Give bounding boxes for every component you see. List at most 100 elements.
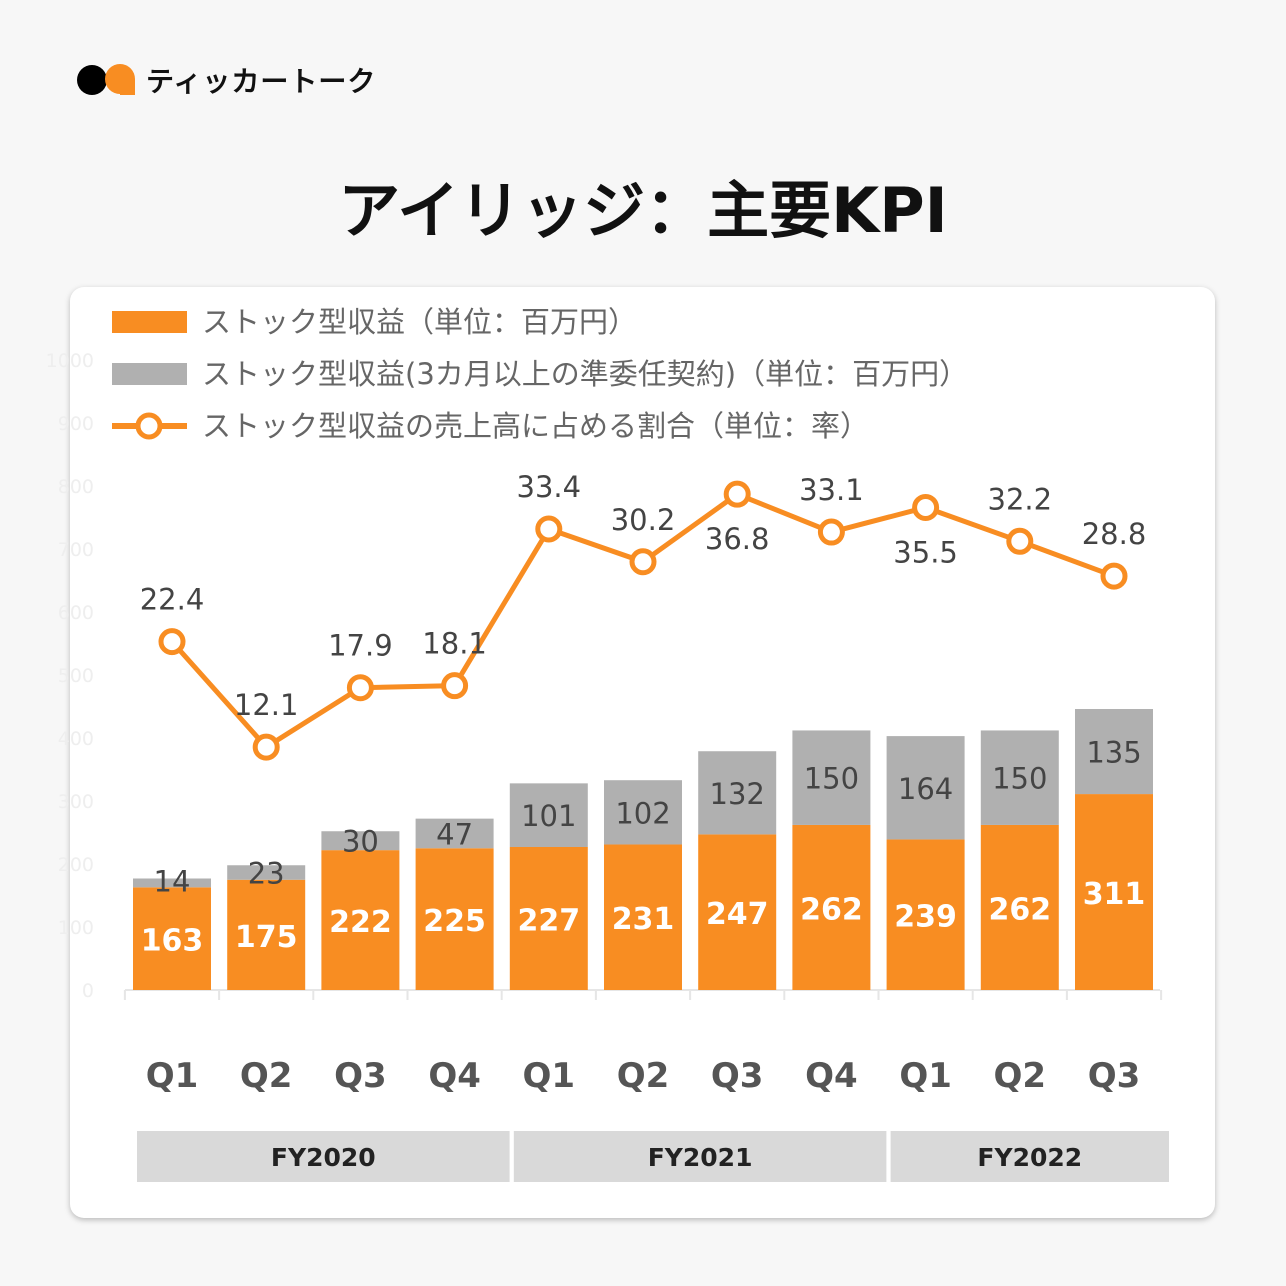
brand-name: ティッカートーク — [146, 65, 377, 98]
ratio-point — [629, 548, 657, 576]
fiscal-year-box — [890, 1131, 1169, 1182]
ratio-label: 33.1 — [799, 473, 864, 507]
bar-label-stock-revenue-contract: 164 — [898, 772, 953, 806]
ratio-point — [817, 518, 845, 546]
bar-stock-revenue — [980, 824, 1059, 990]
y-tick-label: 700 — [58, 539, 94, 561]
legend-swatch-ratio-point — [135, 412, 163, 440]
bar-label-stock-revenue-contract: 47 — [436, 817, 473, 851]
y-tick-label: 900 — [58, 413, 94, 435]
bar-label-stock-revenue: 163 — [141, 924, 204, 959]
y-tick-label: 400 — [58, 728, 94, 750]
fiscal-year-box — [513, 1131, 887, 1182]
ratio-label: 32.2 — [988, 482, 1053, 516]
x-tick-label: Q2 — [994, 1056, 1047, 1096]
ratio-label: 12.1 — [234, 688, 299, 722]
ratio-label: 17.9 — [328, 629, 393, 663]
bar-stock-revenue — [698, 834, 777, 990]
y-tick-label: 600 — [58, 602, 94, 624]
brand-logo: ティッカートーク — [76, 60, 376, 100]
ratio-point — [535, 515, 563, 543]
legend-label: ストック型収益(3カ月以上の準委任契約)（単位：百万円） — [202, 357, 968, 391]
y-tick-label: 800 — [58, 476, 94, 498]
bar-label-stock-revenue-contract: 102 — [615, 796, 670, 830]
bar-label-stock-revenue-contract: 150 — [992, 762, 1047, 796]
ratio-label: 30.2 — [611, 503, 676, 537]
bar-stock-revenue — [133, 887, 211, 990]
bar-label-stock-revenue-contract: 30 — [342, 825, 379, 859]
bar-label-stock-revenue: 175 — [235, 920, 298, 955]
x-tick-label: Q1 — [146, 1056, 199, 1096]
bar-label-stock-revenue-contract: 23 — [248, 857, 285, 891]
ratio-point — [158, 628, 186, 656]
bar-stock-revenue-contract — [886, 736, 965, 840]
ratio-label: 28.8 — [1082, 517, 1147, 551]
bar-stock-revenue — [1075, 794, 1153, 990]
logo-icon — [77, 64, 135, 95]
y-tick-label: 300 — [58, 791, 94, 813]
fiscal-year-label: FY2021 — [648, 1143, 753, 1172]
x-tick-label: Q4 — [805, 1056, 858, 1096]
bar-stock-revenue — [604, 844, 682, 990]
bar-stock-revenue — [886, 839, 965, 990]
ratio-point — [252, 733, 280, 761]
x-tick-label: Q3 — [334, 1056, 387, 1096]
bar-label-stock-revenue: 222 — [329, 905, 392, 940]
bar-label-stock-revenue-contract: 150 — [804, 762, 859, 796]
bar-stock-revenue-contract — [604, 780, 682, 845]
bar-label-stock-revenue-contract: 132 — [710, 777, 765, 811]
bar-label-stock-revenue-contract: 101 — [521, 799, 576, 833]
ratio-point — [912, 493, 940, 521]
ratio-point — [723, 480, 751, 508]
ratio-label: 22.4 — [140, 583, 205, 617]
bar-stock-revenue — [415, 848, 494, 990]
ratio-label: 18.1 — [422, 627, 487, 661]
bar-label-stock-revenue: 231 — [612, 902, 675, 937]
x-tick-label: Q4 — [428, 1056, 481, 1096]
x-tick-label: Q1 — [899, 1056, 952, 1096]
fiscal-year-box — [137, 1131, 510, 1182]
fiscal-year-label: FY2022 — [977, 1143, 1082, 1172]
y-tick-label: 100 — [58, 917, 94, 939]
bar-stock-revenue-contract — [1075, 709, 1153, 795]
bar-stock-revenue-contract — [792, 730, 871, 825]
bar-label-stock-revenue: 262 — [988, 892, 1051, 927]
y-tick-label: 200 — [58, 854, 94, 876]
ratio-label: 35.5 — [893, 535, 958, 569]
y-tick-label: 1000 — [46, 350, 94, 372]
bar-label-stock-revenue: 247 — [706, 897, 769, 932]
ratio-point — [346, 674, 374, 702]
bar-stock-revenue — [509, 846, 588, 990]
y-tick-label: 500 — [58, 665, 94, 687]
x-tick-label: Q2 — [617, 1056, 670, 1096]
bar-label-stock-revenue: 239 — [894, 900, 957, 935]
x-tick-label: Q3 — [711, 1056, 764, 1096]
legend-swatch-stock-revenue — [112, 311, 187, 333]
bar-stock-revenue-contract — [415, 818, 494, 849]
ratio-label: 33.4 — [517, 470, 582, 504]
ratio-label: 36.8 — [705, 522, 770, 556]
bar-stock-revenue-contract — [509, 783, 588, 847]
y-tick-label: 0 — [82, 980, 94, 1002]
bar-stock-revenue — [321, 850, 400, 990]
x-tick-label: Q3 — [1088, 1056, 1141, 1096]
x-tick-label: Q1 — [523, 1056, 576, 1096]
bar-stock-revenue-contract — [698, 751, 777, 835]
bar-label-stock-revenue: 311 — [1083, 877, 1146, 912]
bar-stock-revenue — [227, 879, 306, 990]
legend-swatch-stock-revenue-contract — [112, 363, 187, 385]
bar-label-stock-revenue-contract: 135 — [1086, 736, 1141, 770]
x-tick-label: Q2 — [240, 1056, 293, 1096]
ratio-point — [1006, 527, 1034, 555]
bar-label-stock-revenue: 262 — [800, 892, 863, 927]
legend-label: ストック型収益（単位：百万円） — [202, 305, 637, 339]
bar-stock-revenue-contract — [133, 878, 211, 888]
bar-label-stock-revenue-contract: 14 — [154, 864, 191, 898]
bar-label-stock-revenue: 227 — [517, 903, 580, 938]
ratio-point — [441, 672, 469, 700]
bar-stock-revenue-contract — [321, 831, 400, 851]
legend-label: ストック型収益の売上高に占める割合（単位：率） — [202, 409, 869, 443]
bar-stock-revenue-contract — [980, 730, 1059, 825]
ratio-point — [1100, 562, 1128, 590]
